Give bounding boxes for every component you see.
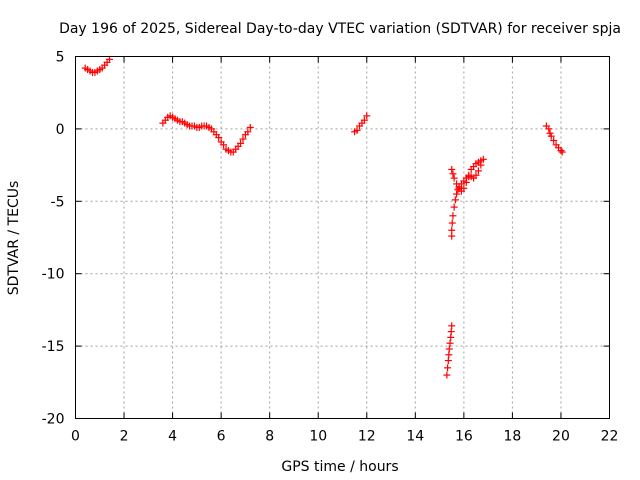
data-point: [453, 180, 461, 188]
x-tick-label: 14: [406, 429, 424, 445]
data-point: [462, 178, 470, 186]
data-point: [472, 171, 480, 179]
data-point: [465, 171, 473, 179]
x-tick-label: 8: [265, 429, 274, 445]
chart-title: Day 196 of 2025, Sidereal Day-to-day VTE…: [59, 21, 621, 37]
data-point: [353, 126, 361, 134]
data-point: [246, 123, 254, 131]
y-tick-label: -15: [42, 339, 65, 355]
data-point: [239, 135, 247, 143]
x-tick-label: 18: [503, 429, 521, 445]
data-point: [449, 170, 457, 178]
data-point: [450, 174, 458, 182]
data-point: [220, 141, 228, 149]
data-point: [450, 203, 458, 211]
data-point: [558, 148, 566, 156]
data-point: [445, 345, 453, 353]
x-tick-label: 22: [601, 429, 619, 445]
data-point: [557, 147, 565, 155]
data-points: [81, 55, 566, 379]
y-tick-label: 0: [56, 122, 65, 138]
data-point: [443, 371, 451, 379]
x-tick-label: 2: [120, 429, 129, 445]
x-tick-label: 6: [217, 429, 226, 445]
data-point: [545, 125, 553, 133]
data-point: [237, 139, 245, 147]
x-tick-label: 0: [71, 429, 80, 445]
data-point: [474, 167, 482, 175]
y-tick-label: -5: [51, 194, 65, 210]
data-point: [460, 184, 468, 192]
data-point: [451, 196, 459, 204]
y-tick-label: -10: [42, 267, 65, 283]
data-point: [444, 364, 452, 372]
x-axis-label: GPS time / hours: [281, 459, 398, 475]
data-point: [244, 128, 252, 136]
data-point: [446, 339, 454, 347]
data-point: [448, 219, 456, 227]
axis-ticks: 0 2 4 6 8 10 12 14 16 18 20 22 5 0 -5 -10 -15 -20: [42, 50, 619, 445]
x-tick-label: 16: [455, 429, 473, 445]
data-point: [453, 190, 461, 198]
data-point: [550, 136, 558, 144]
x-tick-label: 12: [358, 429, 376, 445]
data-point: [448, 232, 456, 240]
data-point: [448, 165, 456, 173]
y-tick-label: -20: [42, 412, 65, 428]
data-point: [448, 322, 456, 330]
data-point: [363, 112, 371, 120]
data-point: [105, 55, 113, 63]
data-point: [360, 116, 368, 124]
data-point: [477, 157, 485, 165]
data-point: [547, 132, 555, 140]
grid: [75, 56, 610, 419]
x-tick-label: 4: [168, 429, 177, 445]
plot-frame: [75, 56, 610, 419]
data-point: [449, 212, 457, 220]
y-tick-label: 5: [56, 50, 65, 66]
x-tick-label: 20: [552, 429, 570, 445]
y-axis-label: SDTVAR / TECUs: [6, 181, 22, 296]
data-point: [215, 134, 223, 142]
x-tick-label: 10: [309, 429, 327, 445]
